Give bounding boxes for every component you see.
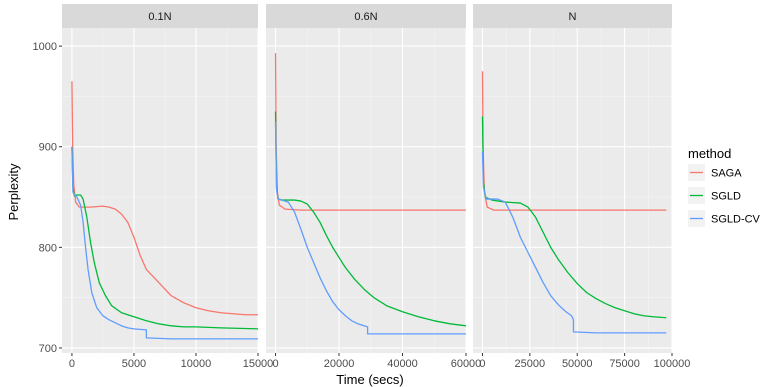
x-tick-label: 5000 bbox=[122, 358, 146, 370]
y-axis-title: Perplexity bbox=[6, 163, 21, 221]
x-tick-label: 60000 bbox=[451, 358, 482, 370]
y-tick-label: 900 bbox=[39, 142, 57, 154]
legend-label-saga: SAGA bbox=[711, 168, 742, 180]
facet-strip-0 bbox=[62, 4, 258, 28]
series-line-sgld-cv bbox=[274, 121, 466, 335]
facet-strip-label: 0.6N bbox=[354, 11, 377, 23]
x-tick-label: 25000 bbox=[515, 358, 546, 370]
legend: method SAGA SGLD SGLD-CV bbox=[688, 146, 761, 227]
panel-background bbox=[62, 28, 258, 353]
x-tick-label: 0 bbox=[272, 358, 278, 370]
y-tick-label: 700 bbox=[39, 343, 57, 355]
facet-panel-0: 0.1N 0 5000 10000 15000 700 800 900 1000 bbox=[33, 4, 274, 370]
x-tick-label: 75000 bbox=[609, 358, 640, 370]
x-tick-label: 100000 bbox=[654, 358, 691, 370]
series-line-sgld bbox=[71, 146, 259, 330]
facet-panel-1: 0.6N 0 20000 40000 60000 bbox=[266, 4, 481, 370]
facet-strip-1 bbox=[266, 4, 466, 28]
facet-panel-2: N 0 25000 50000 75000 100000 bbox=[473, 4, 690, 370]
x-tick-label: 20000 bbox=[324, 358, 355, 370]
x-tick-label: 10000 bbox=[181, 358, 212, 370]
x-tick-label: 50000 bbox=[562, 358, 593, 370]
y-tick-label: 1000 bbox=[33, 41, 57, 53]
x-tick-label: 0 bbox=[479, 358, 485, 370]
panel-background bbox=[266, 28, 466, 353]
facet-strip-label: 0.1N bbox=[148, 11, 171, 23]
x-axis-title: Time (secs) bbox=[336, 372, 403, 387]
facet-strip-label: N bbox=[569, 11, 577, 23]
facet-strip-2 bbox=[473, 4, 672, 28]
panel-background bbox=[473, 28, 672, 353]
legend-label-sgld-cv: SGLD-CV bbox=[711, 214, 761, 226]
x-tick-label: 40000 bbox=[387, 358, 418, 370]
facet-panels: 0.1N 0 5000 10000 15000 700 800 900 1000 0.6N 0 200… bbox=[33, 4, 690, 370]
legend-label-sgld: SGLD bbox=[711, 191, 741, 203]
series-line-sgld bbox=[481, 116, 667, 319]
y-tick-label: 800 bbox=[39, 242, 57, 254]
series-line-sgld-cv bbox=[71, 146, 258, 340]
x-tick-label: 0 bbox=[69, 358, 75, 370]
series-line-saga bbox=[71, 81, 258, 316]
x-tick-label: 15000 bbox=[243, 358, 274, 370]
series-line-sgld bbox=[274, 111, 467, 327]
series-line-sgld-cv bbox=[481, 151, 667, 334]
legend-title: method bbox=[688, 146, 731, 161]
